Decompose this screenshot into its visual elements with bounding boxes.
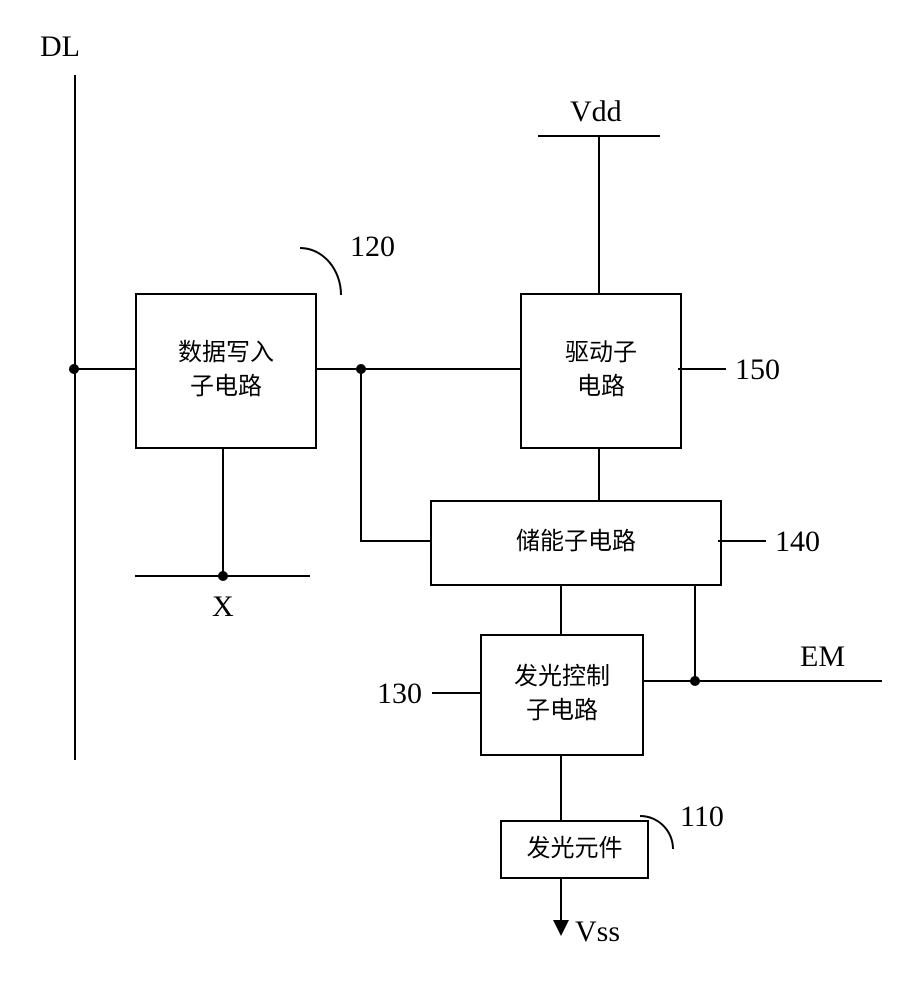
node-em	[690, 676, 700, 686]
wire-140-to-em	[694, 582, 696, 682]
wire-150-to-140	[598, 445, 600, 500]
wire-110-to-vss	[560, 875, 562, 923]
wire-130-to-110	[560, 752, 562, 820]
node-dl-120	[69, 364, 79, 374]
label-vdd: Vdd	[570, 95, 622, 129]
label-140: 140	[775, 525, 820, 559]
leader-110	[640, 815, 674, 849]
label-150: 150	[735, 353, 780, 387]
wire-140-to-130-main	[560, 582, 562, 634]
label-110: 110	[680, 800, 724, 834]
vdd-line	[598, 135, 600, 293]
wire-mid-to-140	[360, 540, 430, 542]
block-150-label: 驱动子 电路	[565, 337, 637, 404]
leader-130	[432, 692, 480, 694]
block-120-label: 数据写入 子电路	[178, 337, 274, 404]
leader-140	[718, 540, 766, 542]
vss-arrow-icon	[553, 920, 569, 936]
block-150-driver-subcircuit: 驱动子 电路	[520, 293, 682, 449]
node-x	[218, 571, 228, 581]
label-130: 130	[377, 677, 422, 711]
leader-120	[300, 247, 342, 295]
block-130-label: 发光控制 子电路	[514, 661, 610, 728]
label-120: 120	[350, 230, 395, 264]
block-130-light-control-subcircuit: 发光控制 子电路	[480, 634, 644, 756]
dl-line	[74, 75, 76, 760]
block-140-label: 储能子电路	[516, 526, 636, 560]
wire-120-to-x	[222, 445, 224, 577]
label-vss: Vss	[575, 915, 620, 949]
block-110-label: 发光元件	[527, 833, 623, 867]
em-line	[640, 680, 882, 682]
label-em: EM	[800, 640, 845, 674]
block-120-data-write-subcircuit: 数据写入 子电路	[135, 293, 317, 449]
block-110-light-element: 发光元件	[500, 820, 649, 879]
leader-150	[678, 368, 726, 370]
label-dl: DL	[40, 30, 80, 64]
block-140-storage-subcircuit: 储能子电路	[430, 500, 722, 586]
label-x: X	[212, 590, 234, 624]
vdd-tick	[538, 135, 660, 137]
wire-120-to-150	[313, 368, 520, 370]
wire-dl-to-120	[74, 368, 135, 370]
wire-mid-down	[360, 368, 362, 540]
